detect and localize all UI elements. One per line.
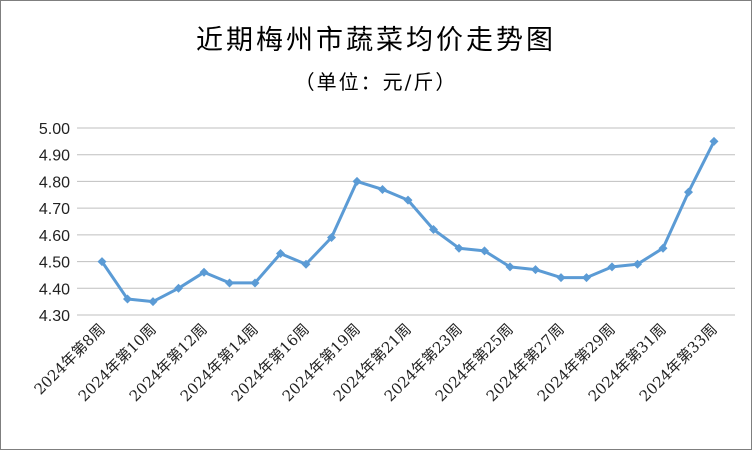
y-tick-label: 4.90: [39, 148, 70, 165]
data-point-marker: [709, 136, 719, 146]
data-point-marker: [148, 297, 158, 307]
y-tick-label: 4.40: [39, 281, 70, 298]
chart-title: 近期梅州市蔬菜均价走势图: [196, 25, 556, 56]
data-point-marker: [250, 278, 260, 288]
data-point-marker: [454, 243, 464, 253]
data-point-marker: [582, 273, 591, 283]
data-point-marker: [633, 259, 642, 269]
y-tick-label: 4.50: [39, 255, 70, 272]
y-tick-label: 4.80: [39, 174, 70, 191]
data-point-marker: [199, 267, 209, 277]
data-point-marker: [123, 294, 132, 304]
data-point-marker: [429, 225, 438, 235]
series-line: [100, 140, 716, 304]
data-point-marker: [607, 262, 617, 272]
data-point-marker: [276, 249, 285, 259]
chart-subtitle: （单位：元/斤）: [294, 70, 458, 94]
data-point-marker: [684, 187, 693, 197]
data-point-marker: [505, 262, 515, 272]
x-axis-ticks: 2024年第8周2024年第10周2024年第12周2024年第14周2024年…: [31, 320, 721, 405]
data-point-marker: [352, 176, 362, 186]
data-point-marker: [301, 259, 311, 269]
y-tick-label: 5.00: [39, 121, 70, 138]
y-tick-label: 4.60: [39, 228, 70, 245]
data-point-marker: [174, 283, 183, 293]
data-point-marker: [403, 195, 413, 205]
data-point-marker: [658, 243, 668, 253]
data-point-marker: [225, 278, 234, 288]
data-point-marker: [378, 184, 387, 194]
data-point-marker: [480, 246, 489, 256]
data-point-marker: [556, 273, 566, 283]
data-point-marker: [327, 233, 336, 243]
y-tick-label: 4.30: [39, 308, 70, 325]
data-point-marker: [531, 265, 540, 275]
y-tick-label: 4.70: [39, 201, 70, 218]
gridlines: [77, 127, 735, 316]
data-point-marker: [97, 257, 107, 267]
series-line-group: [97, 136, 719, 307]
y-axis-ticks: 4.30 4.40 4.50 4.60 4.70 4.80 4.90 5.00: [39, 121, 70, 325]
